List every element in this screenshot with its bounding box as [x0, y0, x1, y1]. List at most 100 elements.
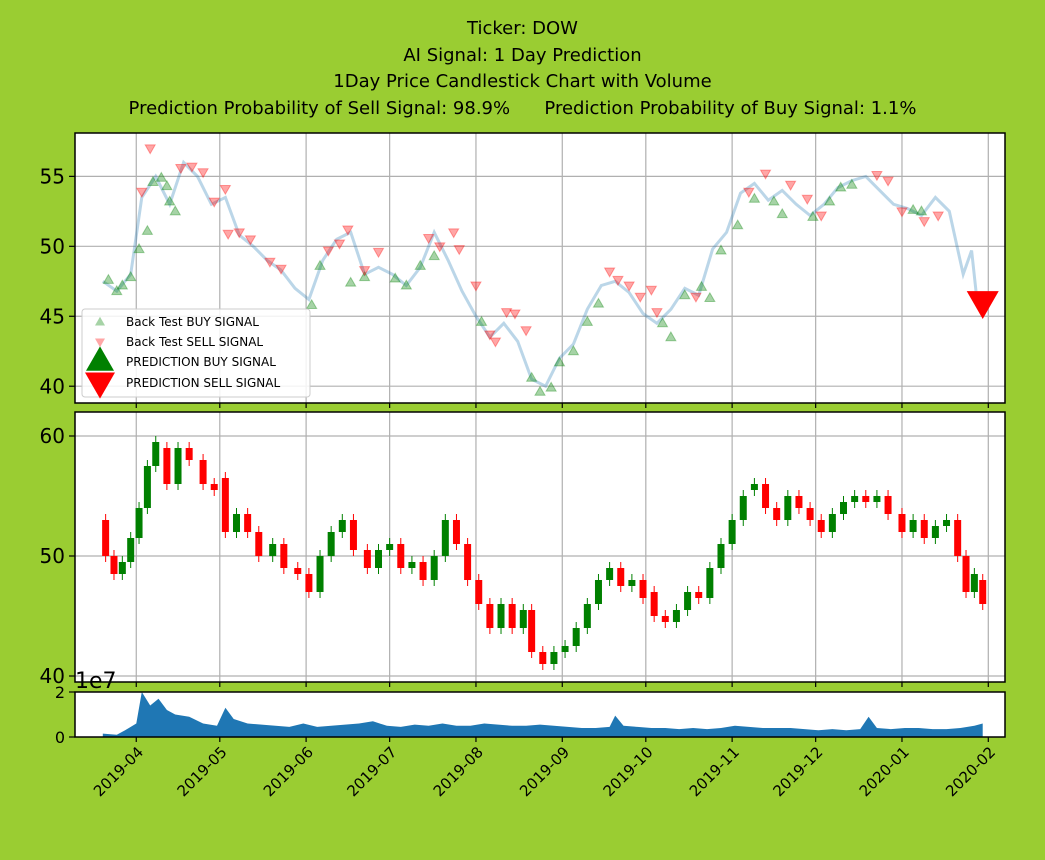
candle-body [316, 556, 324, 592]
y-tick-label: 0 [55, 728, 65, 747]
backtest-buy-point [834, 181, 847, 192]
backtest-sell-point [342, 225, 354, 236]
candlestick-panel [75, 412, 1005, 682]
candle-body [762, 484, 770, 508]
candle-body [269, 544, 277, 556]
backtest-buy-point [665, 331, 677, 342]
backtest-sell-point [918, 217, 931, 228]
backtest-buy-point [124, 270, 137, 282]
candle-body [163, 448, 171, 484]
candle-body [338, 520, 346, 532]
candle-body [280, 544, 288, 568]
candle-body [221, 478, 229, 532]
candle-body [135, 508, 143, 538]
price-line [101, 159, 984, 389]
legend: Back Test BUY SIGNAL Back Test SELL SIGN… [81, 308, 311, 399]
candle-body [375, 550, 383, 568]
backtest-buy-point [133, 242, 145, 254]
backtest-buy-point [703, 291, 716, 303]
candle-body [728, 520, 736, 544]
backtest-sell-point [233, 228, 246, 239]
candle-body [143, 466, 151, 508]
x-tick-label: 2019-12 [769, 743, 826, 800]
candle-body [884, 496, 892, 514]
candle-body [873, 496, 881, 502]
candle-body [152, 442, 160, 466]
candle-body [397, 544, 405, 568]
backtest-sell-point [144, 144, 157, 155]
candle-body [519, 610, 527, 628]
backtest-sell-point [634, 292, 647, 303]
candle-body [606, 568, 614, 580]
title-probability: Prediction Probability of Sell Signal: 9… [128, 98, 917, 119]
candle-body [617, 568, 625, 586]
candle-body [386, 544, 394, 550]
backtest-buy-point [776, 207, 789, 219]
candle-body [452, 520, 460, 544]
candle-body [255, 532, 263, 556]
y-tick-label: 2 [55, 683, 65, 702]
candle-body [931, 526, 939, 538]
candle-body [408, 562, 416, 568]
legend-prediction-sell-icon [85, 372, 115, 399]
backtest-sell-point [882, 176, 894, 187]
volume-marks [102, 692, 983, 737]
backtest-sell-point [500, 308, 513, 319]
candle-body [806, 508, 814, 520]
backtest-buy-point [907, 203, 919, 214]
backtest-buy-point [163, 195, 176, 206]
candle-body [110, 556, 118, 574]
candle-body [594, 580, 602, 604]
backtest-buy-point [553, 356, 566, 367]
y-tick-label: 40 [40, 664, 65, 688]
candle-body [773, 508, 781, 520]
backtest-sell-point [871, 170, 883, 182]
x-tick-label: 2019-08 [430, 743, 487, 800]
backtest-sell-point [932, 211, 945, 222]
candle-body [661, 616, 669, 622]
candle-body [695, 592, 703, 598]
backtest-sell-point [623, 281, 635, 292]
backtest-sell-point [651, 308, 663, 319]
legend-label-backtest-buy: Back Test BUY SIGNAL [126, 315, 259, 329]
candle-body [174, 448, 182, 484]
candle-body [970, 574, 978, 592]
backtest-buy-point [428, 249, 441, 261]
y-tick-label: 40 [40, 374, 65, 398]
candle-body [979, 580, 987, 604]
backtest-buy-point [344, 276, 357, 287]
backtest-buy-point [147, 175, 159, 186]
backtest-buy-point [110, 284, 123, 296]
candle-body [909, 520, 917, 532]
backtest-buy-point [525, 371, 538, 382]
candle-body [199, 460, 207, 484]
backtest-buy-point [102, 273, 115, 284]
backtest-sell-point [612, 275, 624, 287]
backtest-sell-point [372, 247, 385, 259]
candle-body [962, 556, 970, 592]
candle-body [550, 652, 558, 664]
candle-body [684, 592, 692, 610]
legend-label-prediction-sell: PREDICTION SELL SIGNAL [126, 376, 280, 390]
volume-area [102, 692, 983, 737]
candle-body [561, 646, 569, 652]
backtest-buy-point [731, 219, 744, 230]
backtest-buy-point [768, 195, 780, 206]
candle-body [327, 532, 335, 556]
backtest-sell-point [322, 246, 335, 257]
candle-body [750, 484, 758, 490]
candle-body [508, 604, 516, 628]
prediction-sell-point [966, 291, 999, 319]
backtest-buy-point [592, 297, 605, 308]
x-tick-label: 2019-04 [90, 743, 147, 800]
candle-body [739, 496, 747, 520]
y-tick-label: 60 [40, 424, 65, 448]
candle-body [706, 568, 714, 598]
title-chart: 1Day Price Candlestick Chart with Volume [333, 71, 712, 92]
backtest-sell-point [489, 337, 502, 348]
legend-box [81, 308, 311, 398]
panel-frame [74, 411, 1006, 683]
panel-frame [74, 691, 1006, 738]
y-tick-label: 45 [40, 304, 65, 328]
